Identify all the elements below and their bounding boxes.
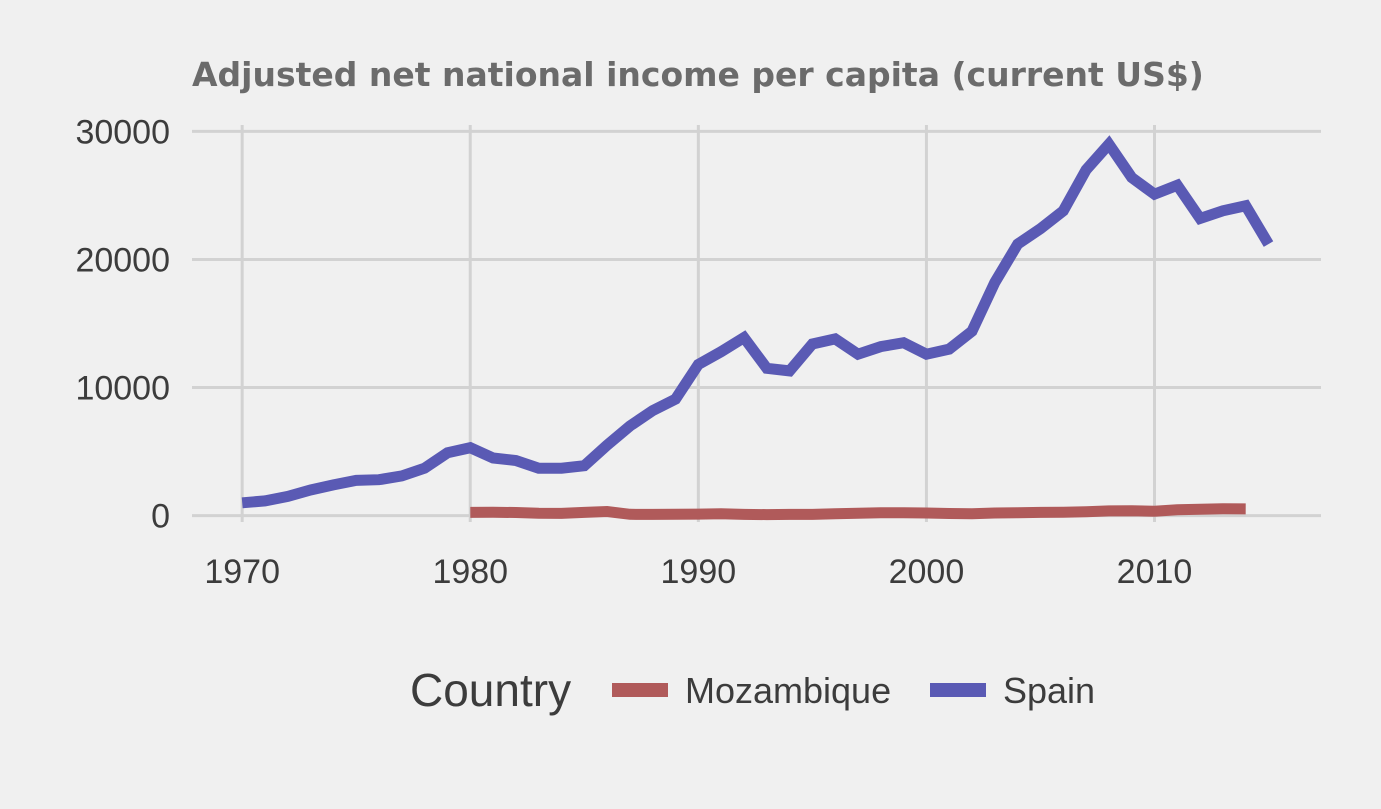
legend-swatch-spain (930, 683, 986, 697)
series-line-mozambique (470, 503, 1246, 521)
chart-title: Adjusted net national income per capita … (192, 55, 1204, 94)
series-line-spain (241, 135, 1274, 509)
series-lines (241, 135, 1274, 521)
legend-title: Country (410, 664, 571, 716)
tick-labels: 1970 1980 1990 2000 2010 0 10000 20000 30000 (75, 113, 1192, 591)
y-tick-label: 10000 (75, 370, 170, 408)
legend-label-mozambique: Mozambique (685, 670, 891, 711)
grid (192, 125, 1321, 522)
x-tick-label: 2000 (889, 553, 965, 591)
y-tick-label: 0 (151, 498, 170, 536)
x-tick-label: 1980 (432, 553, 508, 591)
x-tick-label: 1970 (204, 553, 280, 591)
y-tick-label: 30000 (75, 113, 170, 151)
legend-label-spain: Spain (1003, 670, 1095, 711)
legend-swatch-mozambique (612, 683, 668, 697)
x-tick-label: 2010 (1117, 553, 1193, 591)
y-tick-label: 20000 (75, 241, 170, 279)
x-tick-label: 1990 (661, 553, 737, 591)
legend: Country Mozambique Spain (410, 664, 1095, 716)
